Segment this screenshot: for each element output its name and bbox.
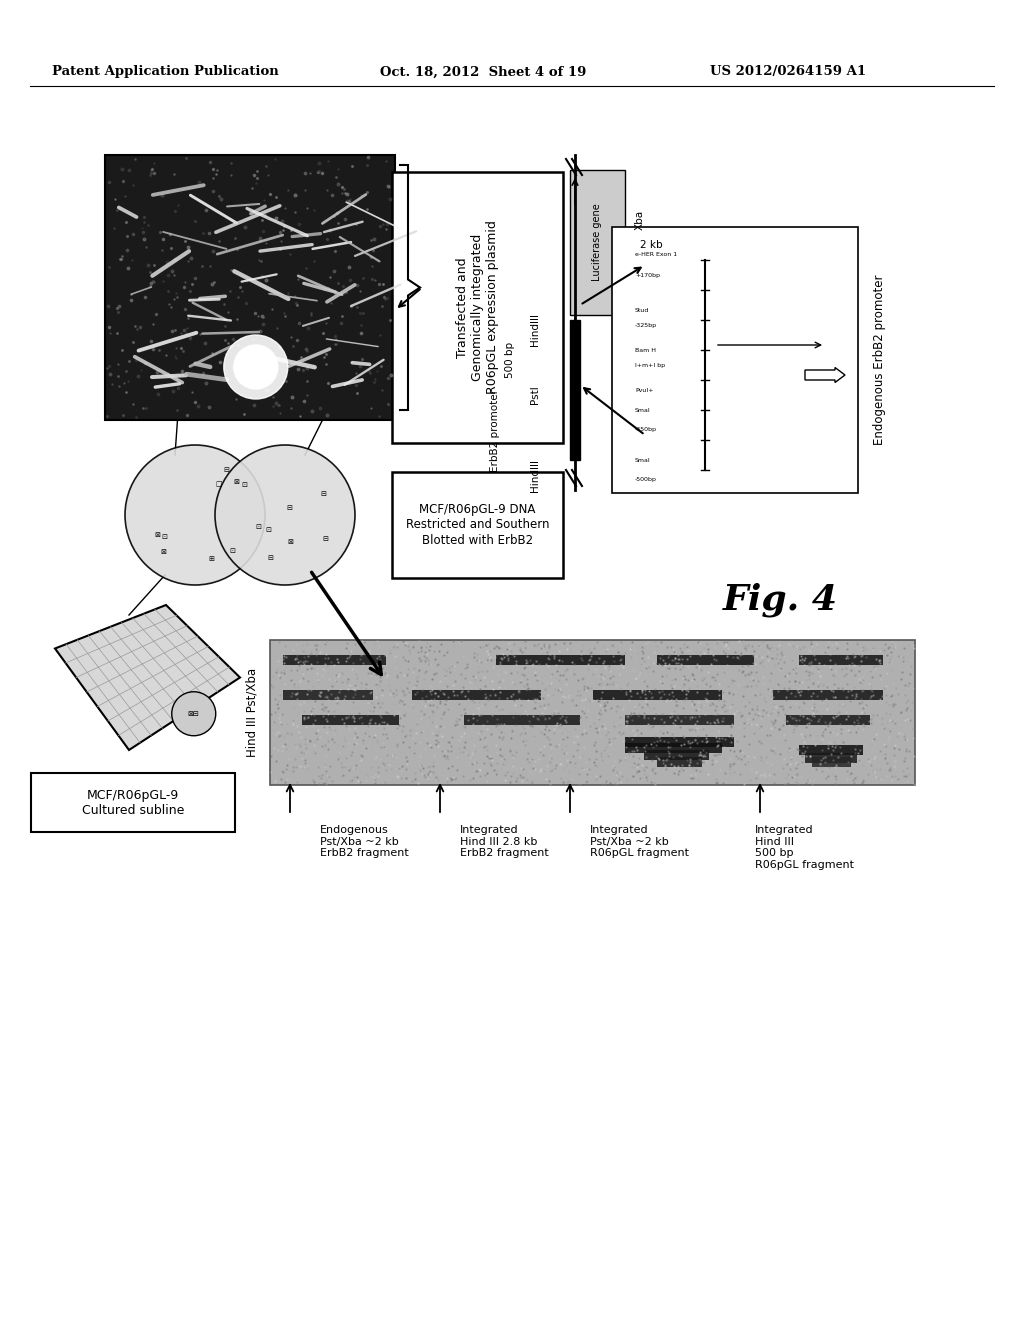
Text: Transfected and
Genomically integrated
R06pGL expression plasmid: Transfected and Genomically integrated R… <box>456 220 499 395</box>
Bar <box>570 170 625 315</box>
Bar <box>593 690 722 700</box>
Text: Smal: Smal <box>635 408 650 412</box>
FancyBboxPatch shape <box>392 172 563 444</box>
FancyArrow shape <box>805 367 845 383</box>
Text: Integrated
Pst/Xba ~2 kb
R06pGL fragment: Integrated Pst/Xba ~2 kb R06pGL fragment <box>590 825 689 858</box>
Text: HindIII: HindIII <box>530 314 540 346</box>
Text: Smal: Smal <box>635 458 650 462</box>
Bar <box>644 750 709 760</box>
Bar <box>496 655 625 665</box>
Circle shape <box>233 345 278 389</box>
Text: Integrated
Hind III 2.8 kb
ErbB2 fragment: Integrated Hind III 2.8 kb ErbB2 fragmen… <box>460 825 549 858</box>
FancyBboxPatch shape <box>612 227 858 492</box>
Text: PvuI+: PvuI+ <box>635 388 653 392</box>
Text: ⊡: ⊡ <box>265 528 270 533</box>
Text: Fig. 4: Fig. 4 <box>723 582 838 618</box>
Text: ⊡: ⊡ <box>229 548 236 554</box>
Bar <box>283 655 386 665</box>
Text: ⊡: ⊡ <box>242 482 248 488</box>
Text: MCF/R06pGL-9
Cultured subline: MCF/R06pGL-9 Cultured subline <box>82 788 184 817</box>
Text: Stud: Stud <box>635 308 649 313</box>
Text: Bam H: Bam H <box>635 347 656 352</box>
Bar <box>283 690 373 700</box>
Text: ⊠: ⊠ <box>233 479 239 486</box>
Bar <box>270 640 915 785</box>
Bar <box>657 756 702 767</box>
Text: Xba: Xba <box>635 210 645 230</box>
Text: HindIII: HindIII <box>530 458 540 491</box>
Bar <box>657 655 754 665</box>
Text: Integrated
Hind III
500 bp
R06pGL fragment: Integrated Hind III 500 bp R06pGL fragme… <box>755 825 854 870</box>
Text: Endogenous ErbB2 promoter: Endogenous ErbB2 promoter <box>873 275 887 445</box>
Circle shape <box>224 335 288 399</box>
Text: MCF/R06pGL-9 DNA
Restricted and Southern
Blotted with ErbB2: MCF/R06pGL-9 DNA Restricted and Southern… <box>406 503 549 546</box>
Circle shape <box>215 445 355 585</box>
Text: ⊡: ⊡ <box>161 533 167 540</box>
Bar <box>625 715 734 725</box>
Bar <box>799 655 883 665</box>
Bar <box>412 690 541 700</box>
Text: Patent Application Publication: Patent Application Publication <box>52 66 279 78</box>
Text: -500bp: -500bp <box>635 478 656 483</box>
Text: Oct. 18, 2012  Sheet 4 of 19: Oct. 18, 2012 Sheet 4 of 19 <box>380 66 587 78</box>
Text: ⊟: ⊟ <box>286 506 292 511</box>
Bar <box>302 715 399 725</box>
Text: ⊠⊟: ⊠⊟ <box>187 710 200 717</box>
Bar <box>270 640 915 785</box>
Bar <box>570 319 580 459</box>
FancyBboxPatch shape <box>392 473 563 578</box>
Polygon shape <box>55 605 240 750</box>
Bar <box>464 715 580 725</box>
FancyBboxPatch shape <box>31 774 234 832</box>
Text: ⊠: ⊠ <box>161 549 166 554</box>
Text: +170bp: +170bp <box>635 272 660 277</box>
Text: ⊠: ⊠ <box>155 532 161 539</box>
Bar <box>105 154 395 420</box>
Circle shape <box>172 692 216 735</box>
Text: ⊞: ⊞ <box>208 556 214 561</box>
Text: □: □ <box>216 482 222 487</box>
Bar <box>799 744 863 755</box>
Text: ⊟: ⊟ <box>323 536 329 543</box>
Text: Luciferase gene: Luciferase gene <box>593 203 602 281</box>
Text: US 2012/0264159 A1: US 2012/0264159 A1 <box>710 66 866 78</box>
Bar <box>812 756 851 767</box>
Text: e-HER Exon 1: e-HER Exon 1 <box>635 252 677 257</box>
Bar <box>805 752 857 763</box>
Text: ⊟: ⊟ <box>321 491 327 498</box>
Bar <box>625 743 722 752</box>
Text: ⊟: ⊟ <box>267 554 273 561</box>
Text: ⊠: ⊠ <box>288 539 294 545</box>
Text: 500 bp: 500 bp <box>505 342 515 378</box>
Text: ⊡: ⊡ <box>255 524 261 529</box>
Circle shape <box>125 445 265 585</box>
Text: ErbB2 promoter: ErbB2 promoter <box>490 388 500 471</box>
Text: -350bp: -350bp <box>635 428 657 433</box>
Bar <box>773 690 883 700</box>
Bar <box>625 737 734 747</box>
Text: Endogenous
Pst/Xba ~2 kb
ErbB2 fragment: Endogenous Pst/Xba ~2 kb ErbB2 fragment <box>319 825 409 858</box>
Bar <box>786 715 869 725</box>
Text: -325bp: -325bp <box>635 322 657 327</box>
Text: ⊟: ⊟ <box>224 467 229 473</box>
Text: PstI: PstI <box>530 385 540 404</box>
Text: Hind III Pst/Xba: Hind III Pst/Xba <box>246 668 258 758</box>
Text: l+m+l bp: l+m+l bp <box>635 363 666 367</box>
Text: 2 kb: 2 kb <box>640 240 663 249</box>
